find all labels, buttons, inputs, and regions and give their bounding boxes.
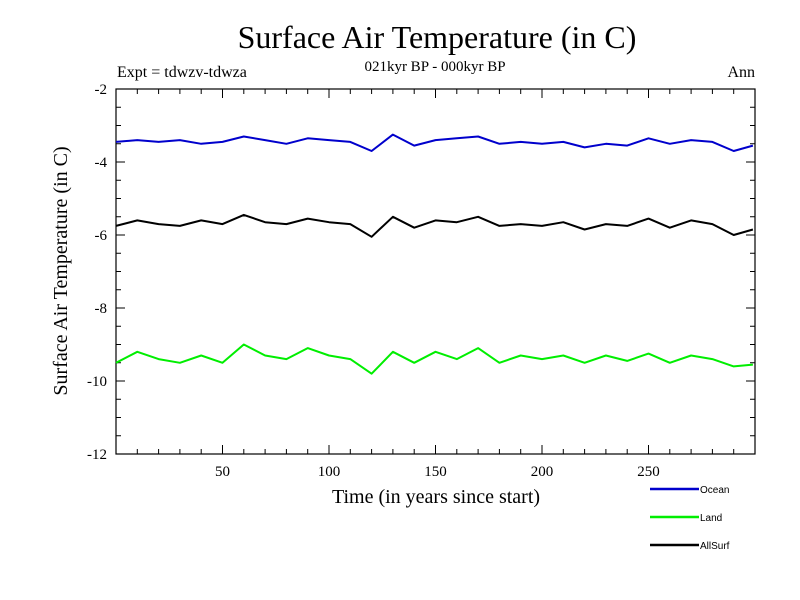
chart-subtitle: 021kyr BP - 000kyr BP [364,59,505,75]
y-axis-label: Surface Air Temperature (in C) [50,146,72,395]
legend-label: AllSurf [700,541,730,552]
tick-marks [116,88,755,455]
tick-labels: -12 -10 -8 -6 -4 -2 50 100 150 200 250 [87,82,660,480]
legend: Ocean Land AllSurf [650,485,730,552]
x-tick-label: 150 [424,464,447,480]
series-line-land [115,343,753,375]
x-tick-label: 100 [318,464,341,480]
experiment-label: Expt = tdwzv-tdwza [117,64,247,81]
season-label: Ann [727,64,755,81]
x-tick-label: 250 [637,464,660,480]
x-tick-label: 50 [215,464,230,480]
x-tick-label: 200 [531,464,554,480]
x-axis-label: Time (in years since start) [332,486,540,508]
y-tick-label: -4 [95,155,108,171]
y-tick-label: -6 [95,228,108,244]
chart-title: Surface Air Temperature (in C) [238,19,637,55]
series-lines [115,133,754,375]
series-line-allsurf [115,213,754,238]
y-tick-label: -10 [87,374,107,390]
legend-label: Ocean [700,485,729,496]
y-tick-label: -12 [87,447,107,463]
series-line-ocean [115,133,754,152]
y-tick-label: -2 [95,82,108,98]
y-tick-label: -8 [95,301,108,317]
legend-label: Land [700,513,722,524]
